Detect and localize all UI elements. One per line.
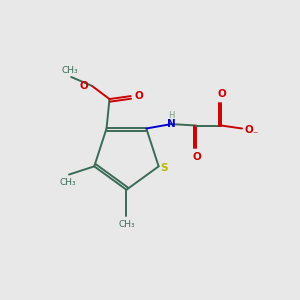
Text: O: O <box>80 81 88 91</box>
Text: CH₃: CH₃ <box>61 67 78 76</box>
Text: O: O <box>192 152 201 162</box>
Text: CH₃: CH₃ <box>118 220 135 229</box>
Text: CH₃: CH₃ <box>59 178 76 187</box>
Text: ⁻: ⁻ <box>252 130 258 140</box>
Text: N: N <box>167 119 176 129</box>
Text: S: S <box>160 163 168 173</box>
Text: O: O <box>217 89 226 99</box>
Text: H: H <box>168 111 175 120</box>
Text: O: O <box>245 125 254 135</box>
Text: O: O <box>134 91 143 101</box>
